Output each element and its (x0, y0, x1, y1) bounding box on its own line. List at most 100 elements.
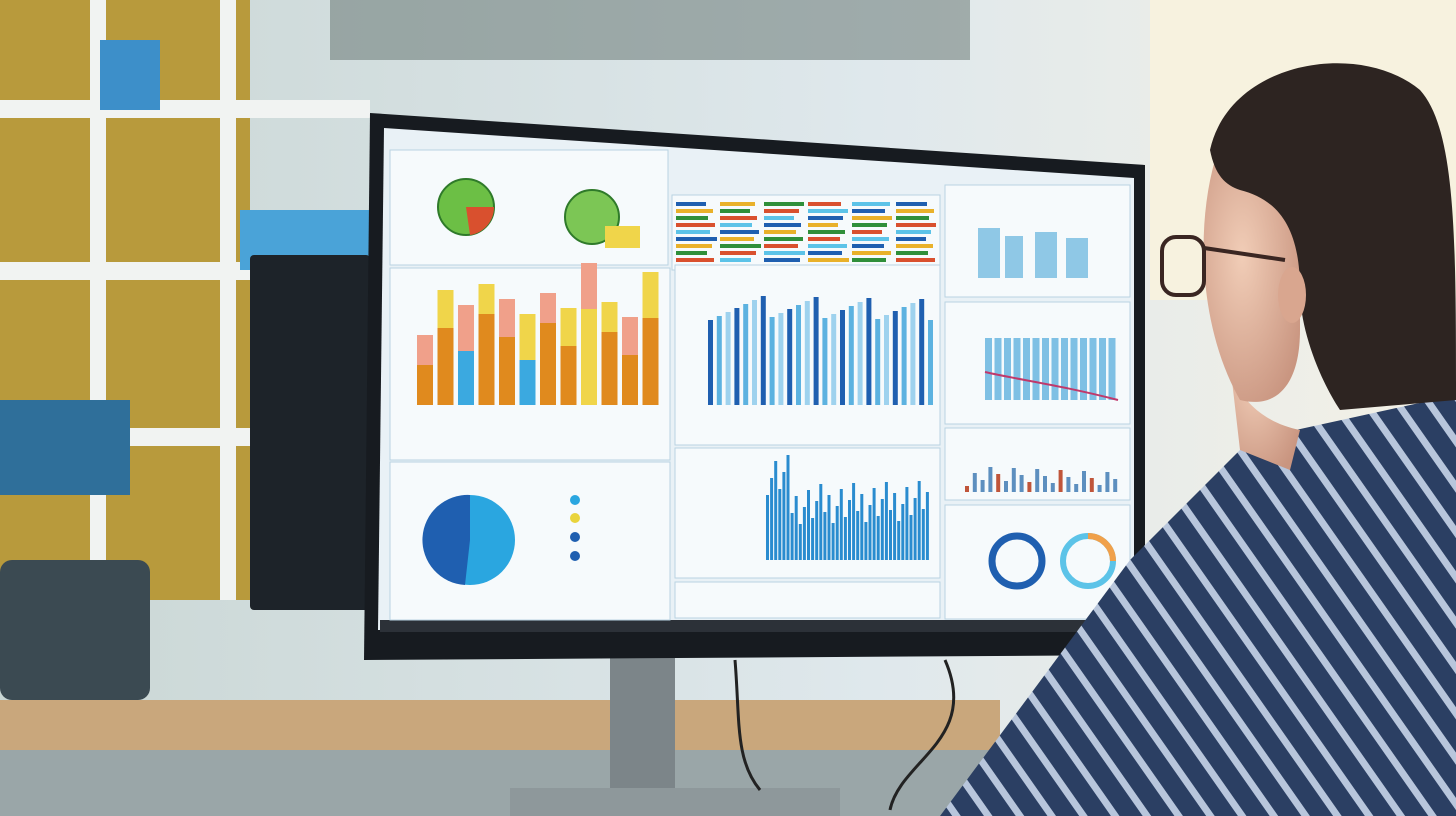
shelf-board (120, 428, 260, 446)
bar (1061, 338, 1068, 400)
bar-top (540, 293, 556, 323)
bar (892, 311, 898, 405)
shelf-board (0, 262, 260, 280)
row-segment (896, 258, 935, 262)
bar (1097, 485, 1102, 492)
bar (994, 338, 1002, 400)
bar (880, 499, 884, 560)
bar (540, 323, 556, 405)
face (1203, 160, 1300, 402)
row-segment (852, 216, 892, 220)
row-segment (764, 251, 805, 255)
row-segment (896, 244, 933, 248)
bar-top (581, 263, 597, 309)
bar (1108, 338, 1116, 400)
row-segment (720, 230, 759, 234)
row-segment (852, 230, 882, 234)
bar (1035, 469, 1040, 492)
row-segment (764, 209, 799, 213)
row-segment (896, 202, 927, 206)
row-segment (896, 209, 934, 213)
back-shelf (330, 0, 970, 60)
bar (458, 351, 474, 405)
row-segment (852, 202, 890, 206)
bar (708, 320, 713, 405)
row-segment (808, 230, 845, 234)
bar (1074, 484, 1079, 492)
row-segment (852, 209, 885, 213)
row-segment (764, 244, 798, 248)
bar (560, 346, 577, 405)
bar (778, 489, 782, 560)
monitor-stand (610, 650, 675, 800)
shelf-box (100, 40, 160, 110)
donut-arc (1087, 533, 1116, 562)
hair (1210, 63, 1456, 410)
bar (519, 360, 536, 405)
bar (868, 505, 872, 560)
bar (905, 487, 909, 560)
bar (1013, 338, 1021, 400)
bar-top (642, 272, 659, 318)
bar-top (519, 314, 536, 360)
bar (839, 489, 843, 560)
trend-line (984, 371, 1119, 401)
bar (866, 298, 872, 405)
side-monitor (250, 255, 370, 610)
row-segment (764, 230, 796, 234)
bar (822, 318, 828, 405)
bar (1066, 477, 1071, 492)
panel (674, 581, 941, 619)
bar (1089, 338, 1097, 400)
bar (860, 494, 864, 560)
row-segment (852, 258, 886, 262)
bar (1011, 468, 1016, 492)
legend-dot (570, 532, 580, 542)
bar-top (478, 284, 495, 314)
bar (743, 304, 749, 405)
bar (807, 490, 810, 560)
bar (798, 524, 802, 560)
bar (1042, 338, 1049, 400)
bar-top (622, 317, 638, 355)
row-segment (852, 244, 884, 248)
bar (478, 314, 495, 405)
legend-dot (570, 551, 580, 561)
bar (1082, 471, 1086, 492)
bar (909, 515, 913, 560)
bar (725, 312, 731, 405)
bar-group (417, 263, 659, 405)
bar (996, 474, 1001, 492)
bar (985, 338, 992, 400)
legend-dot (570, 513, 580, 523)
bar (1004, 338, 1011, 400)
row-segment (808, 251, 842, 255)
row-segment (676, 237, 717, 241)
bar (1019, 475, 1024, 492)
row-segment (676, 223, 715, 227)
bar (794, 496, 798, 560)
bar (928, 320, 933, 405)
row-segment (720, 223, 752, 227)
row-segment (676, 251, 707, 255)
row-segment (852, 237, 889, 241)
bar (1099, 338, 1106, 400)
bar (1051, 338, 1059, 400)
bar (840, 310, 845, 405)
bar (1080, 338, 1087, 400)
bar (852, 483, 856, 560)
row-segment (896, 216, 929, 220)
bar (857, 302, 863, 405)
bar (884, 315, 889, 405)
pie-slice (422, 494, 470, 585)
bar (884, 482, 888, 560)
bar (843, 517, 847, 560)
row-segment (676, 202, 706, 206)
striped-shirt (940, 395, 1456, 816)
bar (1070, 338, 1078, 400)
bar (831, 314, 837, 405)
row-segment (676, 209, 713, 213)
row-segment (896, 251, 928, 255)
